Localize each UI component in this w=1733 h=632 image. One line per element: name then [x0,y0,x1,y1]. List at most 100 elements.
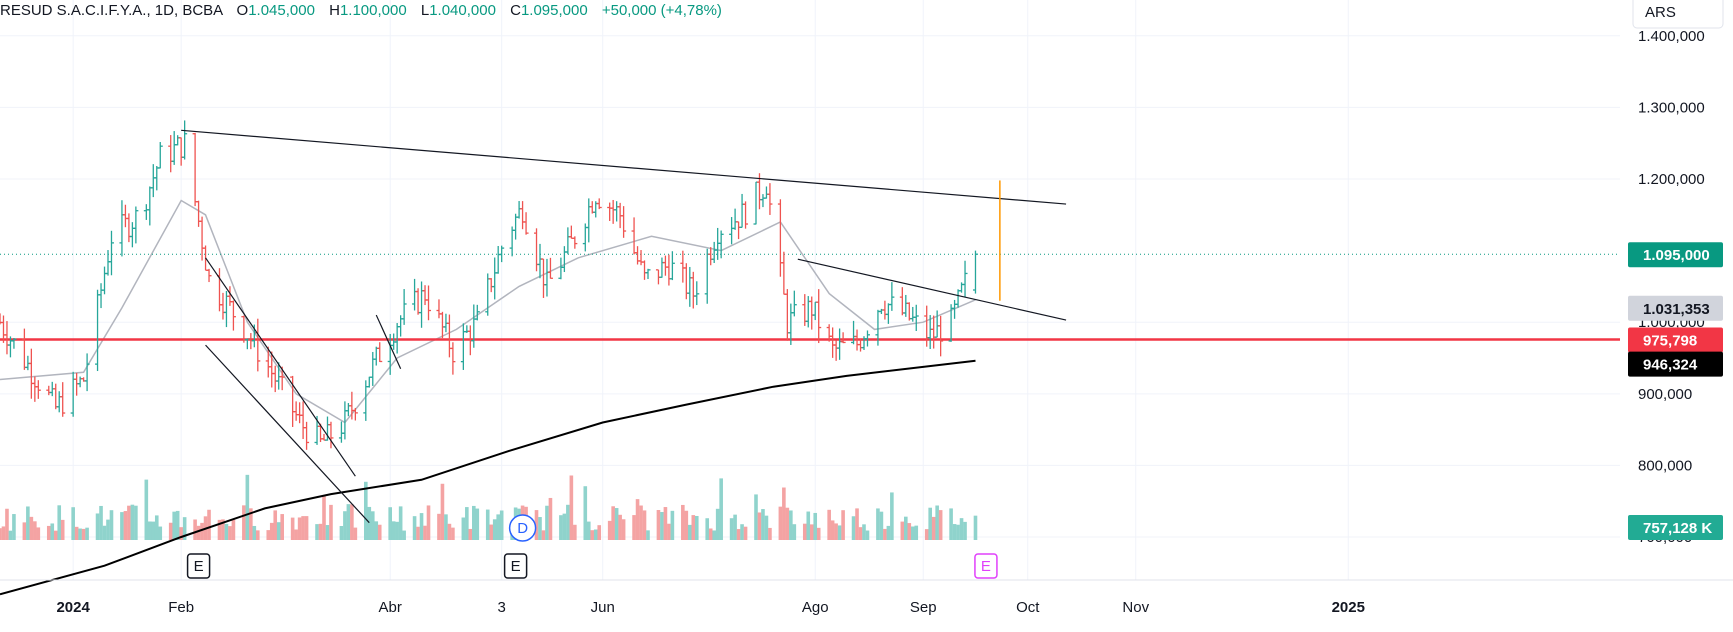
volume-bar [499,510,504,540]
volume-bar [374,521,379,540]
trendline[interactable] [205,344,370,524]
volume-bar [813,512,818,540]
volume-bar [785,507,790,540]
volume-bar [179,527,183,540]
ohlc-bar [108,230,114,276]
ohlc-bar [931,315,937,349]
volume-bar [489,524,494,540]
ohlc-bar [150,164,156,198]
volume-bar [806,511,811,540]
volume-bar [426,505,431,540]
earnings-marker[interactable] [186,553,211,579]
trendline[interactable] [797,258,1067,321]
earnings-marker[interactable] [974,553,998,579]
ohlc-bar [272,365,278,393]
volume-bar [761,509,765,540]
ohlc-bar [607,202,613,221]
volume-bar [370,511,375,540]
open-value: 1.045,000 [248,2,315,19]
ohlc-bar [129,222,135,248]
volume-bar [398,506,403,540]
volume-bar [53,530,58,540]
trendline[interactable] [205,257,356,477]
event-markers[interactable]: E E D E [186,514,998,579]
volume-bar [249,508,253,540]
trendline[interactable] [181,129,1067,205]
volume-bar [639,505,643,540]
volume-bar [949,508,953,540]
ohlc-bar [474,304,480,321]
ohlc-bar [540,258,546,298]
currency-button[interactable] [1632,0,1724,29]
ohlc-bar [415,288,421,315]
volume-bar [827,509,831,540]
ohlc-bar [659,257,665,278]
volume-bar [221,519,225,540]
currency-label: ARS [1645,4,1676,21]
volume-bar [715,508,720,540]
trendlines[interactable] [181,129,1067,524]
volume-bar [928,507,932,540]
volume-bar [809,524,814,540]
earnings-marker[interactable] [503,553,528,579]
ohlc-bar [492,257,498,300]
ohlc-bar [833,340,839,361]
volume-bar [245,474,250,540]
volume-bar [963,521,967,540]
ohlc-bar [419,281,425,328]
volume-bar [297,517,302,540]
volume-bar [841,510,845,540]
ohlc-bar [516,201,522,219]
ma-slow-tag [1628,351,1723,377]
volume-bar [952,524,957,540]
volume-bar [886,525,891,540]
volume-bar [154,515,159,540]
volume-bar [60,519,65,540]
volume-bar [879,511,884,540]
volume-bar [294,529,298,540]
volume-bar [865,530,870,540]
volume-bar [304,516,309,540]
ohlc-bar [495,245,501,274]
open-label: O [237,2,249,19]
ohlc-bar [972,250,978,294]
ohlc-bar [962,260,968,298]
volume-bar [276,522,281,540]
volume-bar [729,518,734,540]
x-tick-label: Jun [591,599,615,616]
volume-bar [322,496,326,540]
volume-bar [78,528,82,540]
ohlc-bar [739,193,745,229]
trendline[interactable] [375,314,402,370]
ohlc-bar [147,186,153,226]
ohlc-bar [412,278,418,311]
ohlc-bar [913,304,919,332]
volume-bar [256,530,260,540]
ohlc-bar [882,300,888,320]
ohlc-bar [373,346,379,366]
ohlc-bar [439,311,445,339]
volume-bar [95,513,100,540]
volume-bar [106,519,110,540]
ma-fast-tag [1628,295,1723,321]
y-tick-label: 1.400,000 [1638,28,1705,45]
ohlc-bar [809,296,815,330]
last-price-tag-label: 1.095,000 [1643,247,1710,264]
ohlc-bar [711,241,717,264]
dividend-marker[interactable] [508,514,537,542]
ohlc-bar [366,376,372,388]
y-tick-label: 900,000 [1638,386,1692,403]
ohlc-bar [293,401,299,421]
volume-bar [851,516,856,540]
ohlc-bar [394,323,400,354]
price-axis[interactable]: 1.400,0001.300,0001.200,0001.000,000900,… [1628,28,1723,546]
x-tick-label: 2025 [1332,599,1365,616]
header-legend: RESUD S.A.C.I.F.Y.A., 1D, BCBA O1.045,00… [0,2,722,19]
volume-bar [635,499,640,540]
volume-bar [667,523,671,540]
volume-bar [834,523,838,540]
x-tick-label: Nov [1122,599,1149,616]
time-axis[interactable]: 2024 Feb Abr 3 Jun Ago Sep Oct Nov 2025 [0,579,1733,616]
change-value: +50,000 (+4,78%) [602,2,722,19]
